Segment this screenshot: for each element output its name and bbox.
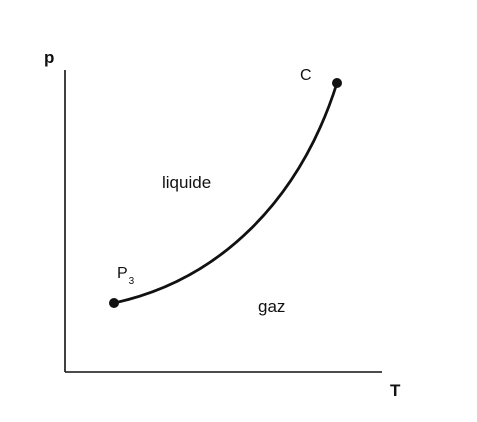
triple-point-marker [109, 298, 119, 308]
triple-point-subscript: 3 [129, 276, 135, 287]
critical-point-marker [332, 78, 342, 88]
gas-region-label: gaz [258, 297, 285, 316]
x-axis-label: T [390, 381, 401, 400]
y-axis-label: p [44, 48, 54, 67]
triple-point-letter: P [117, 265, 128, 282]
critical-point-label: C [300, 67, 312, 84]
liquid-gas-coexistence-curve [114, 83, 337, 303]
triple-point-label: P3 [117, 265, 135, 287]
liquid-region-label: liquide [162, 173, 211, 192]
